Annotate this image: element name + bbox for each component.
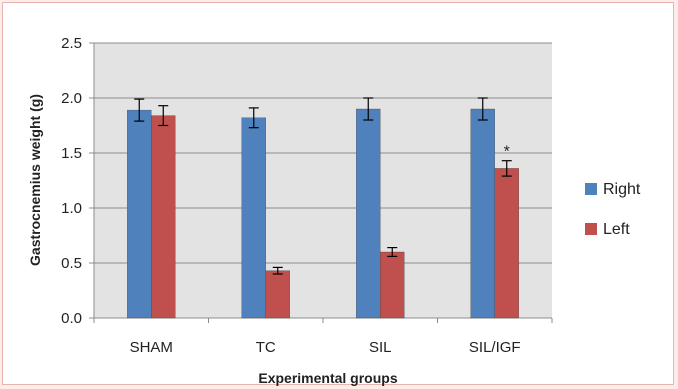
- significance-marker: *: [504, 144, 510, 161]
- y-tick-label: 1.0: [61, 200, 82, 217]
- x-tick-labels: SHAM TC SIL SIL/IGF: [130, 339, 521, 356]
- y-tick-label: 0.5: [61, 255, 82, 272]
- y-tick-labels: 0.0 0.5 1.0 1.5 2.0 2.5: [61, 35, 82, 327]
- bar-left-tc: [265, 270, 290, 319]
- bars: [127, 108, 519, 319]
- x-tick-label: SHAM: [130, 339, 173, 356]
- bar-left-sil-igf: [494, 168, 519, 319]
- annotations: *: [504, 144, 510, 161]
- bar-right-sil-igf: [470, 108, 495, 319]
- bar-right-sham: [127, 109, 152, 319]
- bar-left-sil: [380, 251, 405, 319]
- bar-right-sil: [356, 108, 381, 319]
- legend-swatch-left: [585, 223, 597, 235]
- legend-swatch-right: [585, 183, 597, 195]
- x-tick-label: SIL/IGF: [469, 339, 521, 356]
- y-tick-label: 0.0: [61, 310, 82, 327]
- y-axis-title: Gastrocnemius weight (g): [27, 94, 43, 266]
- bar-left-sham: [151, 115, 176, 319]
- x-tick-label: SIL: [369, 339, 392, 356]
- x-axis-title: Experimental groups: [258, 370, 397, 386]
- error-bars: [134, 97, 512, 275]
- bar-right-tc: [241, 117, 266, 319]
- y-tick-label: 2.0: [61, 90, 82, 107]
- y-tick-label: 2.5: [61, 35, 82, 52]
- legend-label-right: Right: [603, 181, 641, 198]
- legend: Right Left: [585, 181, 641, 238]
- legend-label-left: Left: [603, 221, 630, 238]
- y-tick-label: 1.5: [61, 145, 82, 162]
- x-tick-label: TC: [256, 339, 276, 356]
